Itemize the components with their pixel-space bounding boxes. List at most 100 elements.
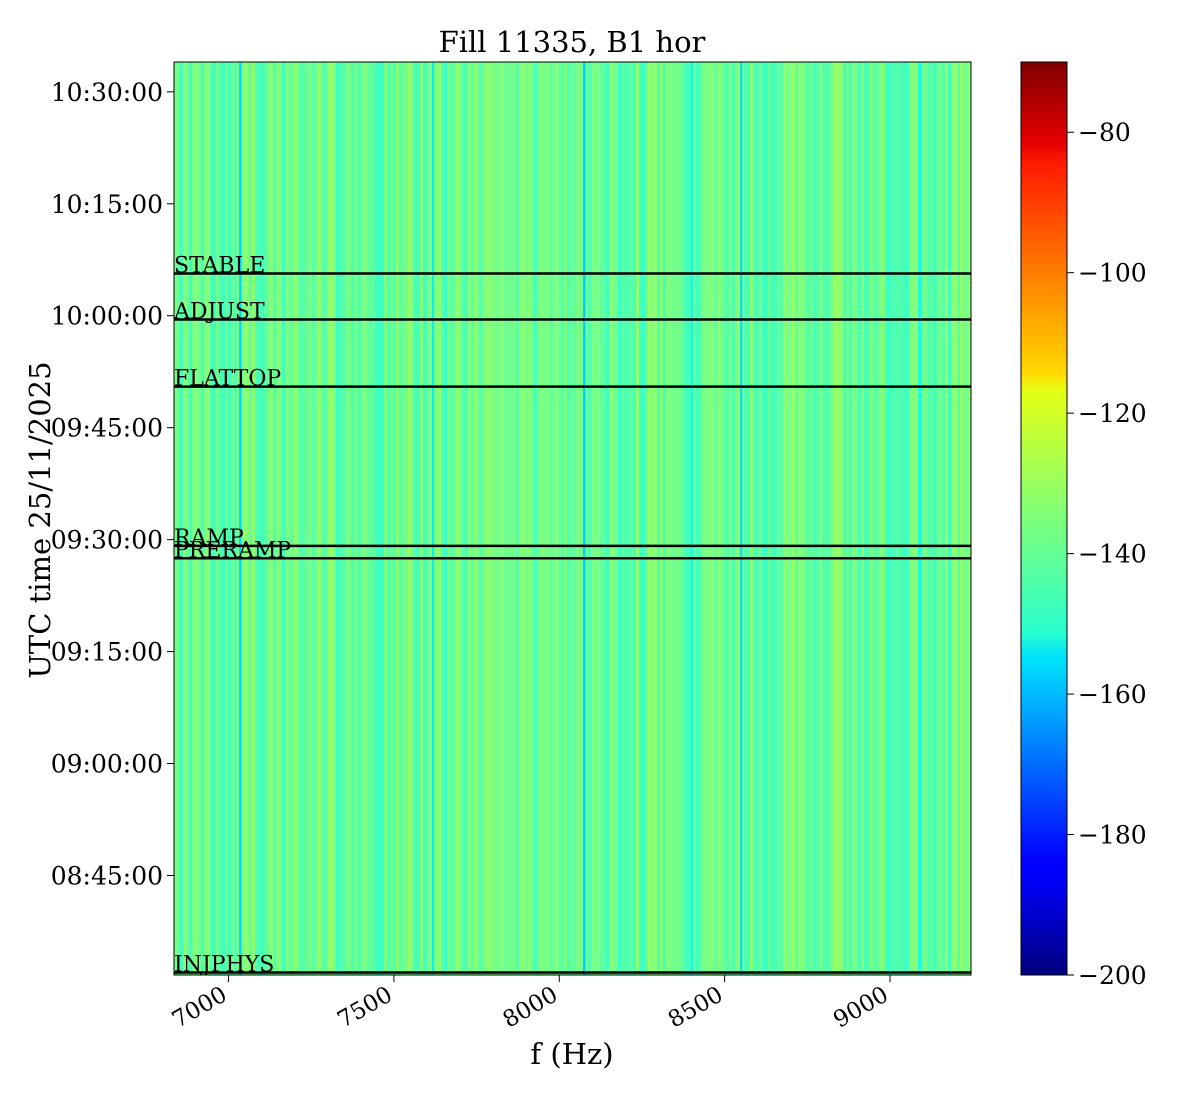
heatmap-column: [519, 62, 523, 975]
heatmap-column: [558, 62, 562, 975]
heatmap-column: [396, 62, 400, 975]
heatmap-column: [426, 62, 430, 975]
heatmap-column: [273, 62, 277, 975]
heatmap-column: [825, 62, 829, 975]
heatmap-column: [336, 62, 340, 975]
heatmap-column: [897, 62, 901, 975]
colorbar-ticks: −80 −100 −120 −140 −160 −180 −200: [1067, 118, 1147, 990]
heatmap-column: [828, 62, 832, 975]
heatmap-column: [786, 62, 790, 975]
heatmap-column: [780, 62, 784, 975]
spectral-line: [690, 62, 693, 975]
colorbar-tick-label: −180: [1078, 821, 1147, 850]
heatmap-column: [864, 62, 868, 975]
heatmap-column: [393, 62, 397, 975]
heatmap-column: [219, 62, 223, 975]
heatmap-column: [711, 62, 715, 975]
heatmap-column: [507, 62, 511, 975]
heatmap-column: [693, 62, 697, 975]
heatmap-column: [771, 62, 775, 975]
heatmap-column: [885, 62, 889, 975]
heatmap-column: [411, 62, 415, 975]
heatmap-column: [936, 62, 940, 975]
heatmap-column: [681, 62, 685, 975]
heatmap-column: [867, 62, 871, 975]
heatmap-column: [381, 62, 385, 975]
heatmap-column: [888, 62, 892, 975]
heatmap-column: [564, 62, 568, 975]
heatmap-column: [744, 62, 748, 975]
heatmap-column: [645, 62, 649, 975]
heatmap-column: [282, 62, 286, 975]
heatmap-column: [588, 62, 592, 975]
x-tick-label: 7000: [168, 982, 232, 1034]
heatmap-column: [915, 62, 919, 975]
heatmap-column: [819, 62, 823, 975]
heatmap-column: [834, 62, 838, 975]
heatmap-column: [726, 62, 730, 975]
heatmap-column: [480, 62, 484, 975]
heatmap-column: [639, 62, 643, 975]
heatmap-column: [627, 62, 631, 975]
y-tick-label: 09:30:00: [51, 526, 163, 555]
heatmap-column: [954, 62, 958, 975]
heatmap-column: [504, 62, 508, 975]
heatmap-column: [855, 62, 859, 975]
x-tick-label: 9000: [829, 982, 893, 1034]
heatmap-column: [870, 62, 874, 975]
heatmap-column: [675, 62, 679, 975]
heatmap-column: [729, 62, 733, 975]
heatmap-column: [450, 62, 454, 975]
heatmap-column: [192, 62, 196, 975]
heatmap-column: [255, 62, 259, 975]
heatmap-column: [258, 62, 262, 975]
heatmap-column: [285, 62, 289, 975]
heatmap-column: [228, 62, 232, 975]
heatmap-column: [327, 62, 331, 975]
heatmap-column: [447, 62, 451, 975]
heatmap-column: [957, 62, 961, 975]
heatmap-column: [537, 62, 541, 975]
heatmap-column: [249, 62, 253, 975]
x-tick-label: 8500: [664, 982, 728, 1034]
heatmap-column: [366, 62, 370, 975]
heatmap-column: [372, 62, 376, 975]
heatmap-column: [429, 62, 433, 975]
heatmap-column: [312, 62, 316, 975]
heatmap-column: [516, 62, 520, 975]
heatmap-column: [489, 62, 493, 975]
heatmap-column: [960, 62, 964, 975]
y-tick-label: 10:00:00: [51, 302, 163, 331]
heatmap-column: [456, 62, 460, 975]
heatmap-column: [486, 62, 490, 975]
heatmap-column: [363, 62, 367, 975]
heatmap-column: [243, 62, 247, 975]
heatmap-column: [339, 62, 343, 975]
event-label: RAMP: [174, 526, 244, 551]
colorbar-tick-label: −100: [1078, 259, 1147, 288]
heatmap-column: [534, 62, 538, 975]
heatmap-column: [846, 62, 850, 975]
heatmap-column: [318, 62, 322, 975]
heatmap-column: [438, 62, 442, 975]
heatmap-column: [900, 62, 904, 975]
heatmap-columns: [174, 62, 971, 975]
heatmap-column: [684, 62, 688, 975]
heatmap-column: [708, 62, 712, 975]
heatmap-column: [378, 62, 382, 975]
heatmap-column: [492, 62, 496, 975]
heatmap-column: [423, 62, 427, 975]
heatmap-column: [756, 62, 760, 975]
heatmap-column: [465, 62, 469, 975]
heatmap-column: [723, 62, 727, 975]
heatmap-column: [369, 62, 373, 975]
heatmap-column: [777, 62, 781, 975]
heatmap-column: [540, 62, 544, 975]
heatmap-column: [663, 62, 667, 975]
heatmap-column: [324, 62, 328, 975]
colorbar-tick-label: −200: [1078, 961, 1147, 990]
heatmap-column: [291, 62, 295, 975]
heatmap-column: [732, 62, 736, 975]
heatmap-column: [795, 62, 799, 975]
